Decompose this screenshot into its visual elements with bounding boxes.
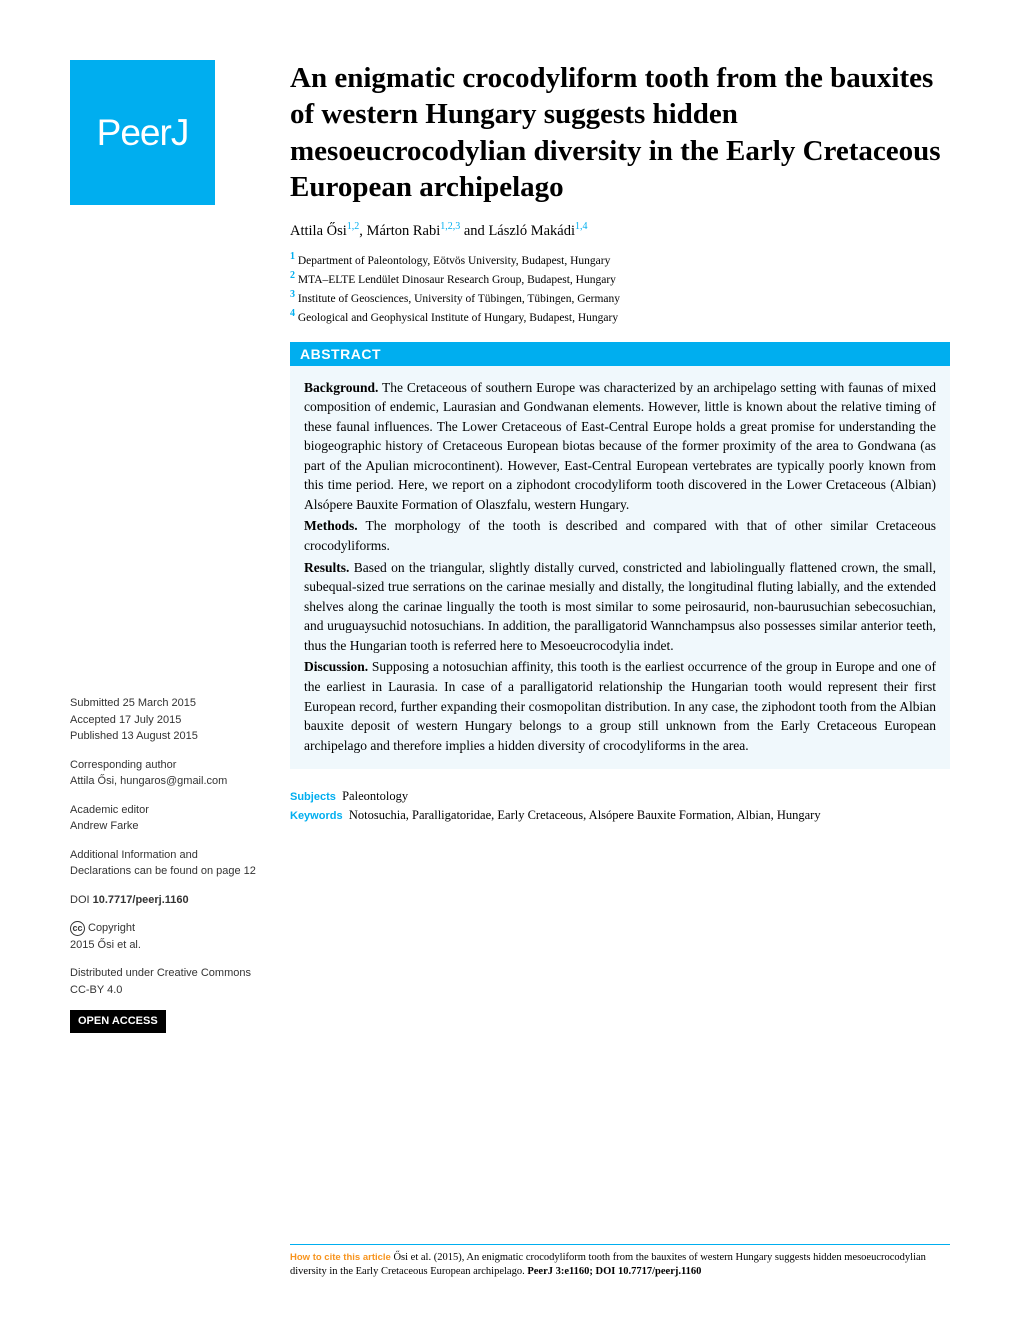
copyright-text: 2015 Ősi et al. xyxy=(70,937,260,954)
keywords-text: Notosuchia, Paralligatoridae, Early Cret… xyxy=(349,808,821,822)
aff-text-1: Department of Paleontology, Eötvös Unive… xyxy=(298,255,610,267)
doi-label: DOI xyxy=(70,894,90,906)
methods-text: The morphology of the tooth is described… xyxy=(304,518,936,553)
cite-id: 3:e1160; DOI 10.7717/peerj.1160 xyxy=(556,1266,702,1277)
subjects-label: Subjects xyxy=(290,791,336,803)
open-access-badge: OPEN ACCESS xyxy=(70,1010,166,1033)
logo-text: PeerJ xyxy=(97,112,189,154)
authors-list: Attila Ősi1,2, Márton Rabi1,2,3 and Lász… xyxy=(290,221,950,240)
methods-label: Methods. xyxy=(304,518,358,533)
copyright-label: Copyright xyxy=(88,922,135,934)
author-3-aff: 1,4 xyxy=(575,221,588,232)
abstract-body: Background. The Cretaceous of southern E… xyxy=(290,366,950,770)
distribution-text: Distributed under Creative Commons CC-BY… xyxy=(70,965,260,998)
author-1: Attila Ősi xyxy=(290,223,347,239)
academic-editor-label: Academic editor xyxy=(70,802,260,819)
corresponding-author: Attila Ősi, hungaros@gmail.com xyxy=(70,773,260,790)
subjects-text: Paleontology xyxy=(342,789,408,803)
accepted-date: 17 July 2015 xyxy=(119,714,181,726)
journal-logo: PeerJ xyxy=(70,60,215,205)
background-label: Background. xyxy=(304,380,378,395)
aff-num-3: 3 xyxy=(290,289,295,300)
additional-info: Additional Information and Declarations … xyxy=(70,847,260,880)
cite-journal: PeerJ xyxy=(527,1266,553,1277)
aff-text-2: MTA–ELTE Lendület Dinosaur Research Grou… xyxy=(298,274,616,286)
aff-text-4: Geological and Geophysical Institute of … xyxy=(298,311,618,323)
submitted-date: 25 March 2015 xyxy=(123,697,196,709)
cc-icon: cc xyxy=(70,921,85,936)
author-1-aff: 1,2 xyxy=(347,221,360,232)
academic-editor: Andrew Farke xyxy=(70,818,260,835)
accepted-label: Accepted xyxy=(70,714,116,726)
aff-num-2: 2 xyxy=(290,270,295,281)
aff-text-3: Institute of Geosciences, University of … xyxy=(298,293,620,305)
author-2: Márton Rabi xyxy=(367,223,441,239)
author-3: László Makádi xyxy=(488,223,575,239)
results-text: Based on the triangular, slightly distal… xyxy=(304,560,936,653)
cite-label: How to cite this article xyxy=(290,1252,391,1263)
submitted-label: Submitted xyxy=(70,697,120,709)
abstract-header: ABSTRACT xyxy=(290,342,950,366)
keywords-label: Keywords xyxy=(290,810,343,822)
results-label: Results. xyxy=(304,560,349,575)
published-date: 13 August 2015 xyxy=(121,730,197,742)
corresponding-author-label: Corresponding author xyxy=(70,757,260,774)
discussion-text: Supposing a notosuchian affinity, this t… xyxy=(304,659,936,752)
affiliations-list: 1 Department of Paleontology, Eötvös Uni… xyxy=(290,250,950,326)
published-label: Published xyxy=(70,730,118,742)
article-title: An enigmatic crocodyliform tooth from th… xyxy=(290,60,950,205)
aff-num-4: 4 xyxy=(290,308,295,319)
article-metadata: Submitted 25 March 2015 Accepted 17 July… xyxy=(70,695,260,1033)
aff-num-1: 1 xyxy=(290,251,295,262)
author-2-aff: 1,2,3 xyxy=(440,221,460,232)
background-text: The Cretaceous of southern Europe was ch… xyxy=(304,380,936,512)
citation-footer: How to cite this article Ősi et al. (201… xyxy=(290,1244,950,1280)
discussion-label: Discussion. xyxy=(304,659,368,674)
doi-value[interactable]: 10.7717/peerj.1160 xyxy=(93,894,189,906)
